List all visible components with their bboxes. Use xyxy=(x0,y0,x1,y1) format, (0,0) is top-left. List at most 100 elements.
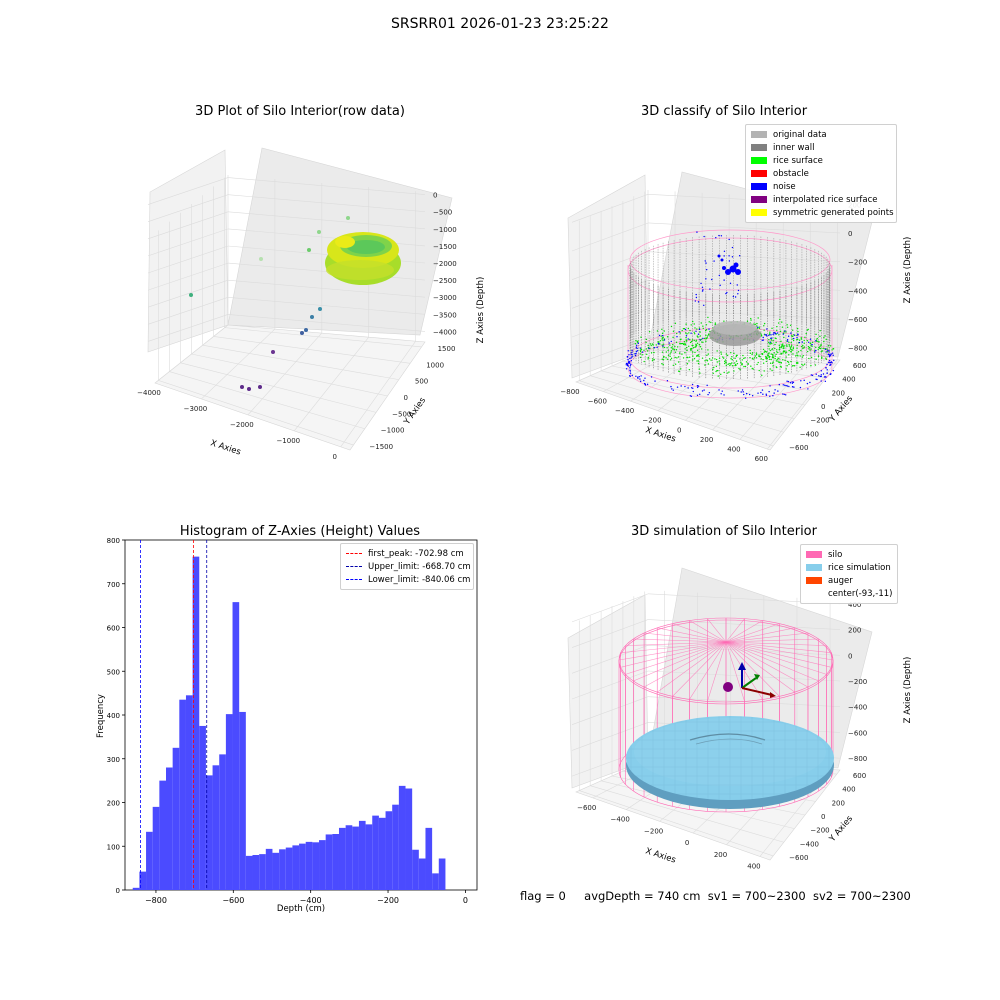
raw-point xyxy=(304,328,308,332)
noise-point xyxy=(631,349,633,352)
rice-surface-point xyxy=(669,355,671,358)
histogram-bar xyxy=(225,714,233,890)
raw-grid-line xyxy=(213,336,411,364)
rice-surface-point xyxy=(819,347,821,350)
raw-y-tick: 1000 xyxy=(426,361,444,369)
rice-surface-point xyxy=(785,331,787,333)
rice-surface-point xyxy=(768,358,771,361)
rice-surface-point xyxy=(783,336,785,339)
noise-point xyxy=(786,339,789,341)
rice-surface-point xyxy=(754,323,756,326)
rice-surface-point xyxy=(825,338,827,341)
rice-surface-point xyxy=(649,343,652,345)
rice-surface-point xyxy=(778,344,780,347)
histogram-bar xyxy=(352,826,359,890)
noise-point xyxy=(639,347,641,349)
sv1-value: sv1 = 700~2300 xyxy=(707,889,806,903)
rice-surface-point xyxy=(829,345,832,347)
simulation-center-marker xyxy=(723,682,733,692)
rice-surface-point xyxy=(733,370,735,372)
noise-point xyxy=(783,393,785,396)
rice-surface-point xyxy=(788,345,791,347)
noise-point xyxy=(640,375,642,377)
rice-surface-point xyxy=(663,330,666,332)
simulation-xlabel: X Axies xyxy=(644,846,677,865)
classify-grid-line xyxy=(571,194,649,223)
noise-point xyxy=(811,343,813,346)
rice-surface-point xyxy=(755,357,758,359)
simulation-grid-line xyxy=(571,645,649,674)
rice-surface-point xyxy=(724,359,727,361)
noise-point xyxy=(798,341,801,344)
noise-point xyxy=(656,346,658,349)
noise-point xyxy=(707,393,709,396)
rice-surface-point xyxy=(692,355,694,357)
rice-surface-point xyxy=(799,355,801,357)
rice-surface-point xyxy=(784,352,787,354)
noise-point xyxy=(790,332,792,334)
rice-surface-point xyxy=(780,340,782,343)
rice-surface-point xyxy=(724,362,726,365)
histogram-y-tick-label: 600 xyxy=(107,625,120,633)
noise-point xyxy=(828,356,831,358)
noise-point xyxy=(695,293,697,296)
noise-point xyxy=(662,345,664,347)
rice-surface-point xyxy=(775,341,777,344)
rice-surface-point xyxy=(790,360,792,363)
rice-surface-point xyxy=(680,368,682,370)
rice-surface-point xyxy=(791,349,794,351)
histogram-bar xyxy=(159,780,167,890)
classify-z-tick: −400 xyxy=(848,287,867,295)
rice-surface-point xyxy=(744,365,747,368)
rice-surface-point xyxy=(698,344,701,346)
rice-surface-point xyxy=(684,352,686,354)
noise-point xyxy=(738,255,741,257)
noise-point xyxy=(703,389,705,391)
classify-z-tick: 0 xyxy=(848,230,852,238)
rice-surface-point xyxy=(745,361,748,363)
rice-surface-point xyxy=(749,352,752,354)
rice-surface-point xyxy=(705,324,708,326)
raw-y-tick: 0 xyxy=(404,394,408,402)
rice-surface-point xyxy=(672,348,674,350)
rice-surface-point xyxy=(688,368,691,371)
histogram-bar xyxy=(192,556,200,890)
raw-zlabel: Z Axies (Depth) xyxy=(476,277,486,344)
silo-roof-line xyxy=(707,641,727,702)
rice-surface-point xyxy=(663,355,665,358)
rice-surface-point xyxy=(720,353,723,355)
rice-surface-point xyxy=(700,348,703,350)
classify-grid-line xyxy=(611,365,806,406)
simulation-y-tick: 400 xyxy=(842,786,855,794)
simulation-zlabel: Z Axies (Depth) xyxy=(903,657,913,724)
rice-surface-point xyxy=(778,346,781,349)
simulation-rice-mesh xyxy=(626,716,834,800)
noise-point xyxy=(786,340,789,342)
raw-x-tick: 0 xyxy=(332,453,336,461)
silo-roof-line xyxy=(725,641,780,697)
rice-surface-point xyxy=(670,350,673,352)
classify-grid-line xyxy=(590,375,784,433)
rice-surface-point xyxy=(764,357,767,359)
raw-ring-cluster xyxy=(325,232,401,285)
rice-surface-point xyxy=(810,342,812,344)
rice-surface-point xyxy=(774,343,776,346)
rice-surface-point xyxy=(671,346,673,348)
noise-point xyxy=(787,335,790,337)
histogram-bar xyxy=(259,854,266,890)
raw-grid-line xyxy=(224,327,422,348)
rice-surface-point xyxy=(716,361,718,363)
noise-point xyxy=(697,301,700,303)
rice-surface-point xyxy=(695,339,698,341)
raw-y-tick: −1500 xyxy=(369,443,393,451)
rice-surface-point xyxy=(779,318,781,321)
classify-grid-line xyxy=(571,337,649,366)
rice-surface-point xyxy=(699,372,701,374)
rice-surface-point xyxy=(782,359,784,361)
rice-surface-point xyxy=(692,344,694,347)
noise-point xyxy=(696,231,698,233)
rice-surface-point xyxy=(789,348,792,350)
raw-point xyxy=(300,331,304,335)
rice-surface-point xyxy=(715,358,718,361)
rice-surface-point xyxy=(771,327,773,330)
